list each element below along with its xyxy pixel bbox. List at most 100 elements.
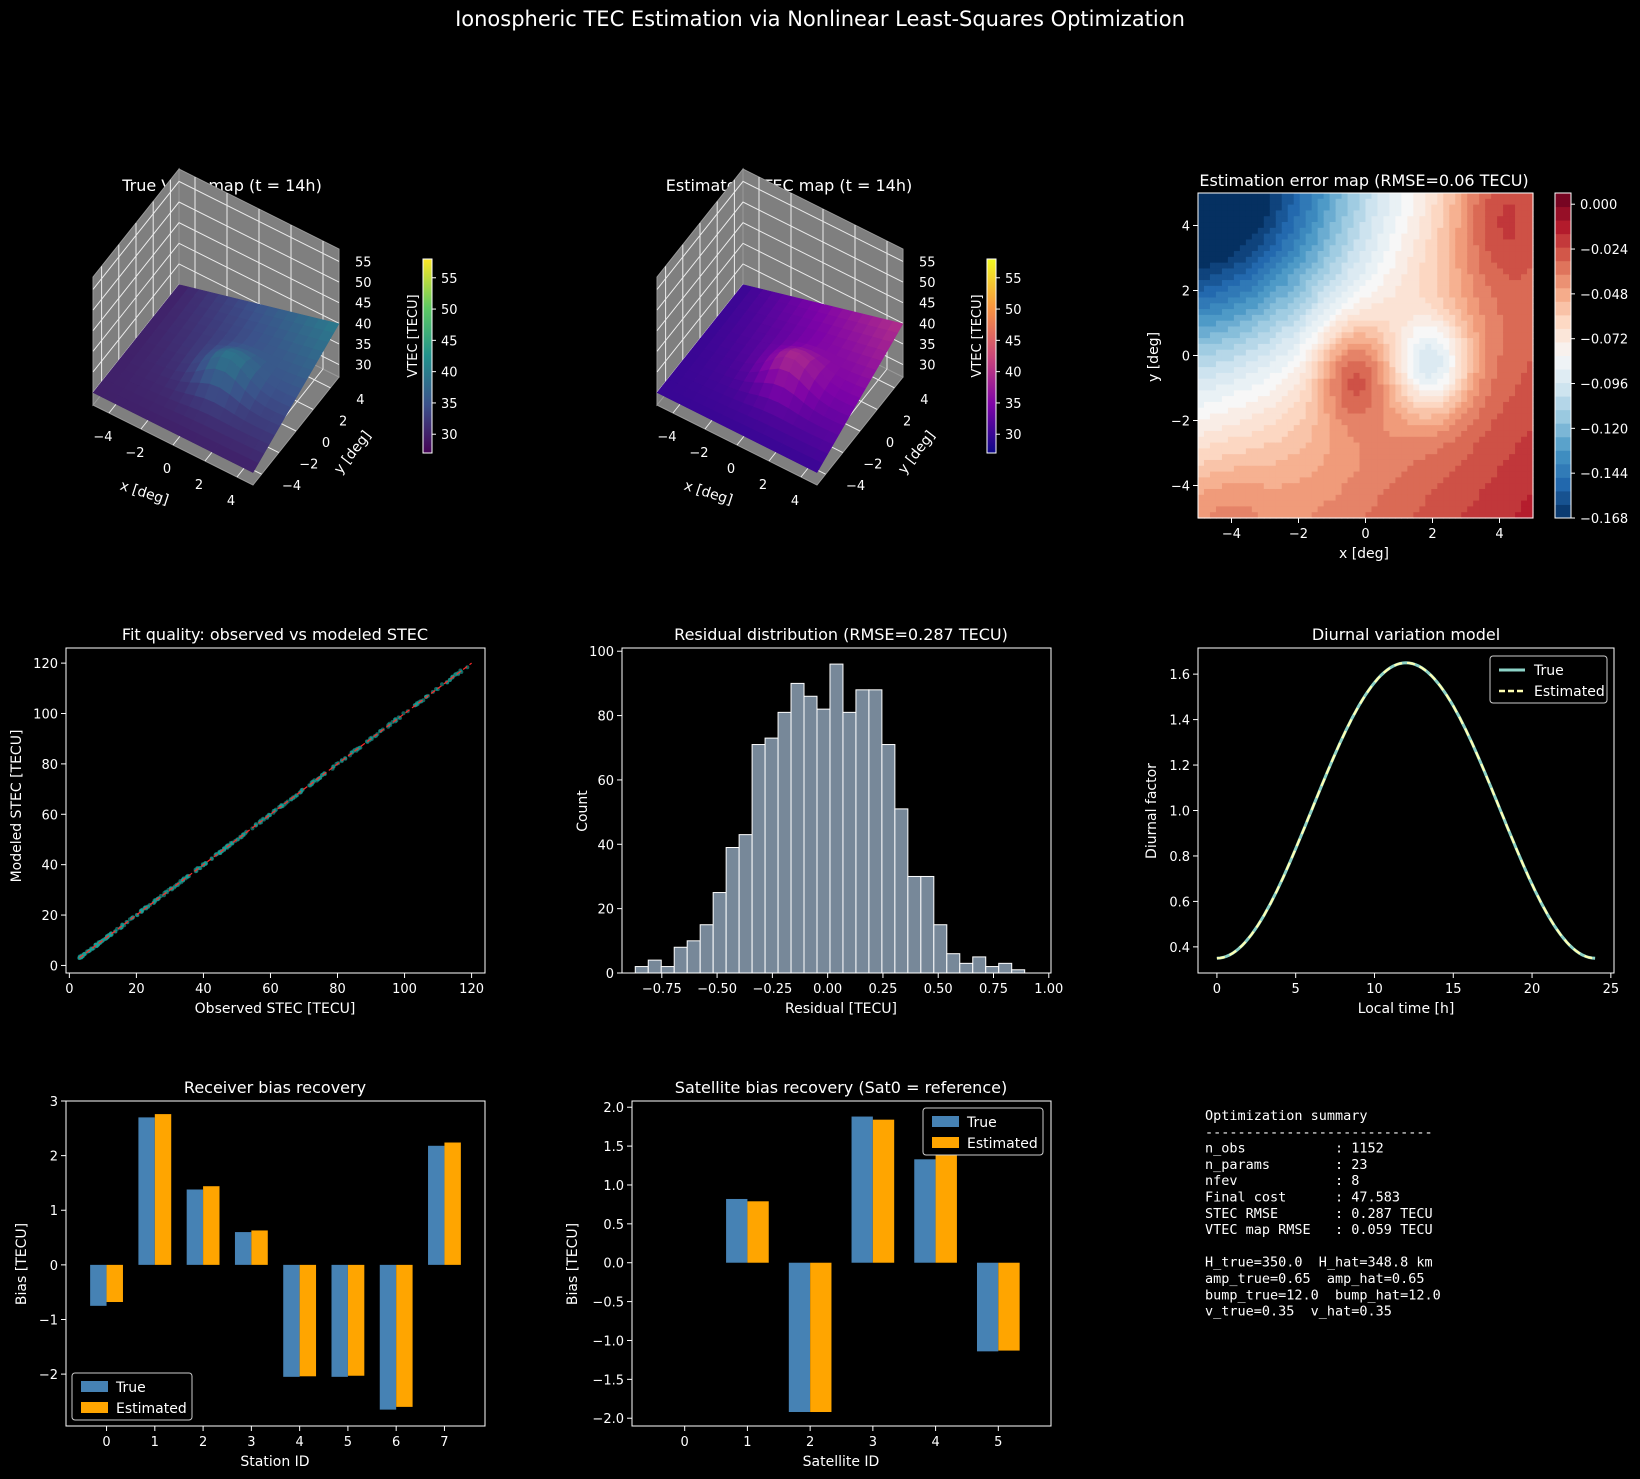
error_map-cell: [1443, 198, 1450, 206]
error_map-cell: [1275, 512, 1283, 519]
fit-quality-title: Fit quality: observed vs modeled STEC: [122, 625, 428, 644]
error_map-cell: [1449, 245, 1456, 252]
error_map-cell: [1527, 378, 1534, 386]
error_map-cell: [1245, 448, 1253, 455]
satellite_bias-ytick-label: −0.5: [592, 1296, 624, 1311]
error_map-cell: [1198, 361, 1205, 368]
error_map-cell: [1341, 372, 1349, 380]
error_map-cell: [1419, 291, 1426, 299]
error_map-cell: [1221, 436, 1229, 444]
error_map-cell: [1371, 384, 1379, 391]
error_map-cell: [1269, 390, 1277, 397]
error_map-cell: [1347, 384, 1355, 391]
error_map-cell: [1209, 332, 1217, 339]
error_map-cell: [1281, 390, 1289, 397]
fit_quality-xtick-label: 0: [65, 982, 73, 997]
error_map-cell: [1341, 425, 1349, 432]
error_map-cell: [1383, 349, 1391, 357]
error_map-cell: [1335, 384, 1343, 391]
error_map-cell: [1485, 372, 1492, 380]
error_map-cell: [1269, 488, 1277, 496]
error_map-cell: [1209, 256, 1217, 264]
error_map-cell: [1503, 343, 1510, 351]
error_map-cell: [1299, 285, 1307, 293]
error_map-cell: [1389, 367, 1397, 374]
error_map-cell: [1365, 430, 1373, 438]
error_map-cell: [1317, 506, 1325, 513]
error_map-cell: [1269, 343, 1277, 351]
estimated-vtec-panel: Estimated VTEC map (t = 14h) −4−2024−4−2…: [656, 167, 1022, 509]
error_map-cell: [1311, 251, 1319, 258]
error_map-cell: [1521, 413, 1528, 420]
residual_hist-bar: [998, 962, 1013, 974]
error_map-cell: [1449, 488, 1456, 496]
error_map-cell: [1515, 268, 1522, 275]
error_map-cell: [1437, 274, 1444, 281]
summary-line: ----------------------------: [1205, 1124, 1433, 1140]
error_map-cell: [1323, 430, 1331, 438]
error_map-cell: [1515, 233, 1522, 241]
error_map-cell: [1317, 483, 1325, 490]
error_map-cell: [1377, 425, 1385, 432]
error_map-cell: [1461, 256, 1468, 264]
error_map-cell: [1203, 436, 1211, 444]
error_map-cell: [1419, 413, 1426, 420]
error_map-cell: [1203, 367, 1211, 374]
error_map-cell: [1527, 407, 1534, 415]
error_map-cell: [1383, 285, 1391, 293]
error_map-cell: [1503, 367, 1510, 374]
error_map-cell: [1317, 222, 1325, 229]
error_map-cell: [1383, 193, 1391, 200]
error_map-cell: [1198, 274, 1205, 281]
error_map-cell: [1467, 198, 1474, 206]
error_map-cell: [1335, 425, 1343, 432]
error_map-cell: [1407, 512, 1414, 519]
error_map-cell: [1389, 233, 1397, 241]
diurnal-xtick-label: 15: [1445, 982, 1462, 997]
error_map-cell: [1335, 506, 1343, 513]
error_map-cell: [1467, 233, 1474, 241]
error_map-cell: [1251, 407, 1259, 415]
error_map-cell: [1437, 349, 1444, 357]
error_map-cell: [1347, 210, 1355, 217]
error_map-cell: [1413, 401, 1420, 409]
error_map-cell: [1431, 448, 1438, 455]
error_map-cell: [1467, 262, 1474, 270]
error_map-cell: [1449, 419, 1456, 426]
error_map-cell: [1527, 262, 1534, 270]
error_map-cell: [1461, 332, 1468, 339]
error_map-cell: [1479, 338, 1486, 345]
error_map-cell: [1503, 483, 1510, 490]
error_map-cell: [1341, 262, 1349, 270]
error_map-cell: [1449, 500, 1456, 507]
error_map-cell: [1287, 512, 1295, 519]
error_map-cell: [1467, 384, 1474, 391]
error_map-cell: [1527, 355, 1534, 362]
error_map-cell: [1365, 274, 1373, 281]
error_map-cell: [1341, 483, 1349, 490]
error_map-cell: [1515, 251, 1522, 258]
error_map-cell: [1257, 413, 1265, 420]
error_map-cell: [1485, 216, 1492, 223]
error_map-cell: [1485, 483, 1492, 490]
error_map-cell: [1485, 332, 1492, 339]
error_map-cell: [1293, 430, 1301, 438]
error_map-cell: [1401, 413, 1408, 420]
error_map-cell: [1335, 251, 1343, 258]
error_map-cell: [1491, 233, 1498, 241]
error_map-cell: [1485, 448, 1492, 455]
error_map-cell: [1198, 216, 1205, 223]
error_map-cell: [1413, 471, 1420, 478]
error_map-cell: [1431, 204, 1438, 212]
residual_hist-bar: [907, 875, 922, 974]
error_map-cell: [1407, 407, 1414, 415]
error_map-cell: [1305, 297, 1313, 304]
error_map-cell: [1323, 204, 1331, 212]
error_map-cell: [1215, 477, 1223, 484]
error_map-cell: [1509, 233, 1516, 241]
error_map-cell: [1347, 227, 1355, 235]
error_map-cell: [1407, 343, 1414, 351]
error_map-cell: [1311, 291, 1319, 299]
error_map-cell: [1389, 459, 1397, 467]
error_map-cell: [1215, 355, 1223, 362]
